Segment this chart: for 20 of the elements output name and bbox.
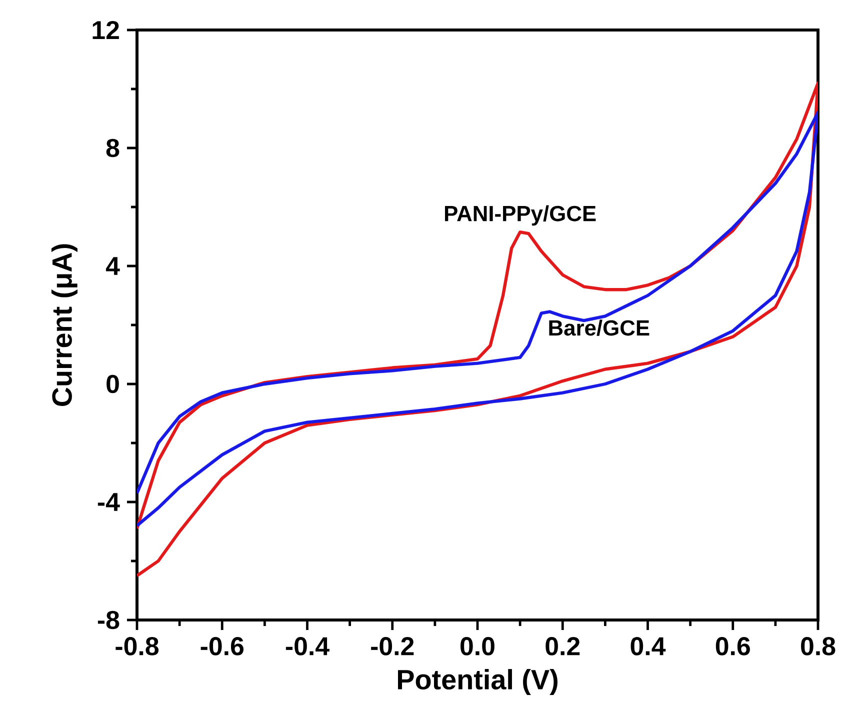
x-tick-label: -0.2 <box>371 637 414 656</box>
y-tick-label: -4 <box>98 493 120 511</box>
y-tick-label: 8 <box>106 138 120 158</box>
y-tick-label: 12 <box>92 20 119 40</box>
x-tick-label: 0.4 <box>630 637 666 656</box>
y-tick-label: 0 <box>106 374 119 394</box>
y-axis-title: Current (μA) <box>51 244 78 406</box>
x-tick-label: -0.8 <box>116 637 159 656</box>
annotation: Bare/GCE <box>549 320 650 336</box>
y-tick-label: 4 <box>106 257 120 275</box>
x-tick-label: 0.0 <box>460 637 494 656</box>
x-tick-label: 0.8 <box>801 637 836 656</box>
annotation: PANI-PPy/GCE <box>445 205 596 226</box>
x-tick-label: 0.2 <box>546 637 580 656</box>
x-tick-label: -0.6 <box>200 637 244 656</box>
y-tick-label: -8 <box>98 610 120 630</box>
x-tick-label: 0.6 <box>716 637 750 656</box>
x-tick-label: -0.4 <box>286 637 330 656</box>
x-axis-title: Potential (V) <box>398 669 558 696</box>
line-series <box>137 111 818 528</box>
